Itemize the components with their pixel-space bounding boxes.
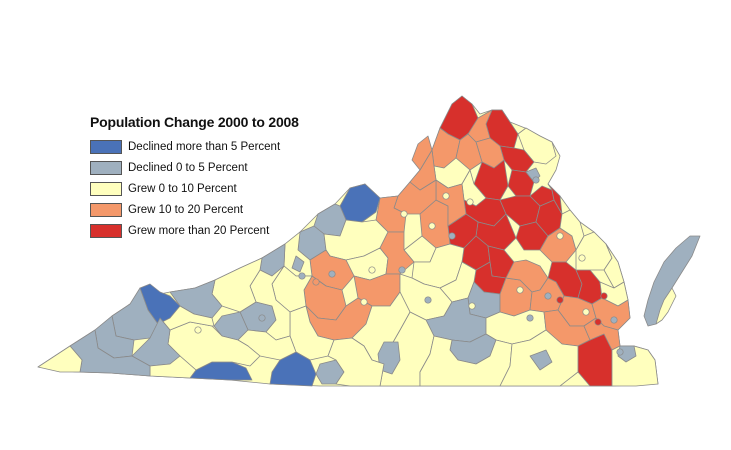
legend-label: Grew 0 to 10 Percent (128, 182, 237, 195)
independent-city-marker (526, 314, 534, 322)
independent-city-marker (328, 270, 336, 278)
independent-city-marker (600, 292, 608, 300)
independent-city-marker (594, 318, 602, 326)
county-region-eastern-shore (643, 235, 701, 327)
independent-city-marker (360, 298, 368, 306)
county-region-frederick-area (411, 135, 433, 171)
county-region-king-william-area (559, 209, 585, 251)
legend-swatch (90, 139, 122, 154)
legend-item-grew-0-to-10: Grew 0 to 10 Percent (90, 178, 320, 199)
independent-city-marker (258, 314, 266, 322)
independent-city-marker (368, 266, 376, 274)
independent-city-marker (516, 286, 524, 294)
legend-title: Population Change 2000 to 2008 (90, 114, 299, 130)
legend-item-declined-more-than-5: Declined more than 5 Percent (90, 136, 320, 157)
legend-swatch (90, 160, 122, 175)
independent-city-marker (468, 302, 476, 310)
county-region-greene-area (435, 179, 467, 227)
independent-city-marker (466, 198, 474, 206)
county-region-galax-blue (269, 351, 317, 387)
independent-city-marker (194, 326, 202, 334)
county-region-wythe-area (237, 329, 297, 361)
county-region-lee-west (37, 345, 83, 373)
independent-city-marker (582, 308, 590, 316)
county-region-emporia-gray (529, 349, 553, 371)
independent-city-marker (298, 272, 306, 280)
independent-city-marker (532, 176, 540, 184)
legend-swatch (90, 202, 122, 217)
independent-city-marker (400, 210, 408, 218)
county-region-bath-north-gray (291, 255, 305, 273)
independent-city-marker (610, 316, 618, 324)
independent-city-marker (428, 222, 436, 230)
legend-item-grew-10-to-20: Grew 10 to 20 Percent (90, 199, 320, 220)
independent-city-marker (556, 232, 564, 240)
county-region-eastern-shore-south (655, 287, 677, 325)
independent-city-marker (442, 192, 450, 200)
county-region-essex-area (547, 183, 563, 215)
independent-city-marker (556, 296, 564, 304)
county-regions (37, 95, 701, 387)
independent-city-marker (448, 232, 456, 240)
independent-city-marker (544, 292, 552, 300)
legend-swatch (90, 223, 122, 238)
legend-label: Grew 10 to 20 Percent (128, 203, 244, 216)
legend-item-declined-0-to-5: Declined 0 to 5 Percent (90, 157, 320, 178)
independent-city-marker (398, 266, 406, 274)
county-region-prince-william (499, 145, 535, 173)
independent-city-marker (578, 254, 586, 262)
independent-city-marker (312, 278, 320, 286)
independent-city-marker (616, 348, 624, 356)
legend-swatch (90, 181, 122, 196)
legend-item-grew-more-than-20: Grew more than 20 Percent (90, 220, 320, 241)
legend-label: Declined more than 5 Percent (128, 140, 281, 153)
county-region-brunswick-area (419, 335, 513, 387)
county-region-south-strip (327, 337, 385, 387)
legend-label: Declined 0 to 5 Percent (128, 161, 248, 174)
legend: Population Change 2000 to 2008 Declined … (90, 114, 320, 241)
independent-city-marker (424, 296, 432, 304)
legend-label: Grew more than 20 Percent (128, 224, 270, 237)
